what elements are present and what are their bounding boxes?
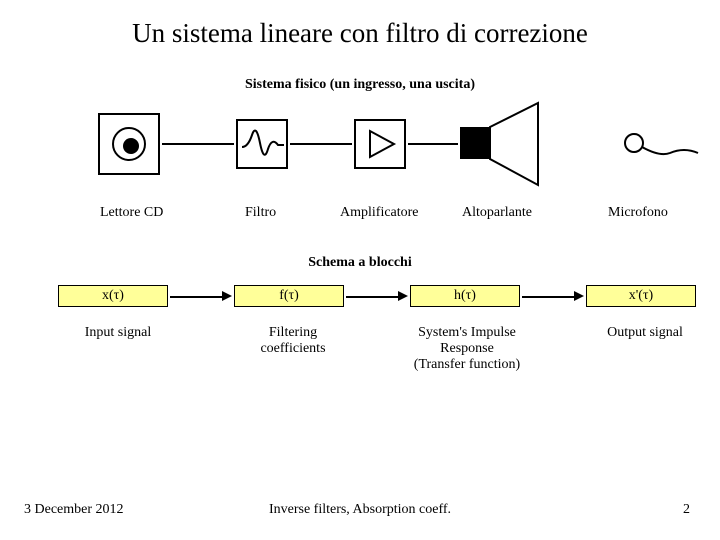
slide-title: Un sistema lineare con filtro di correzi… [0, 0, 720, 49]
desc-output: Output signal [600, 325, 690, 341]
desc-filtering: Filtering coefficients [248, 325, 338, 357]
subtitle-physical: Sistema fisico (un ingresso, una uscita) [0, 77, 720, 93]
physical-system-row [0, 105, 720, 205]
filter-icon [236, 119, 288, 169]
label-speaker: Altoparlante [462, 205, 532, 221]
label-filter: Filtro [245, 205, 276, 221]
block-h: h(τ) [410, 285, 520, 307]
speaker-cone-icon [488, 101, 548, 189]
block-x: x(τ) [58, 285, 168, 307]
microphone-icon [620, 129, 700, 169]
label-mic: Microfono [608, 205, 668, 221]
block-xp: x'(τ) [586, 285, 696, 307]
desc-system: System's Impulse Response (Transfer func… [402, 325, 532, 373]
desc-input: Input signal [78, 325, 158, 341]
footer-page: 2 [683, 502, 690, 518]
speaker-icon [460, 127, 490, 159]
block-f: f(τ) [234, 285, 344, 307]
subtitle-blocks: Schema a blocchi [0, 255, 720, 271]
label-cd: Lettore CD [100, 205, 163, 221]
label-amp: Amplificatore [340, 205, 419, 221]
amplifier-icon [354, 119, 406, 169]
physical-labels: Lettore CD Filtro Amplificatore Altoparl… [0, 205, 720, 227]
cd-reader-icon [98, 113, 160, 175]
block-diagram-row: x(τ) f(τ) h(τ) x'(τ) [0, 285, 720, 315]
block-descriptions: Input signal Filtering coefficients Syst… [0, 325, 720, 385]
footer-title: Inverse filters, Absorption coeff. [0, 502, 720, 518]
